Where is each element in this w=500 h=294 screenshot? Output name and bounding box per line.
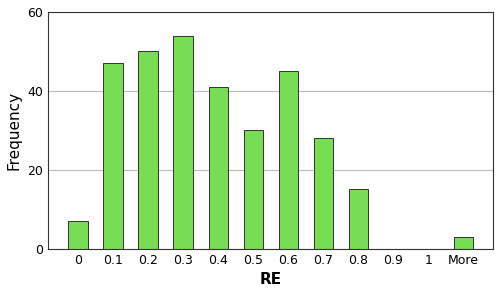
Bar (174, 36, 193, 249)
Bar (314, 138, 333, 249)
Bar (454, 237, 473, 249)
Bar (244, 130, 263, 249)
Bar (348, 189, 368, 249)
Bar (138, 51, 158, 249)
Bar (104, 63, 122, 249)
X-axis label: RE: RE (260, 272, 281, 287)
Bar (278, 71, 298, 249)
Bar (68, 221, 87, 249)
Y-axis label: Frequency: Frequency (7, 91, 22, 170)
Bar (208, 87, 228, 249)
